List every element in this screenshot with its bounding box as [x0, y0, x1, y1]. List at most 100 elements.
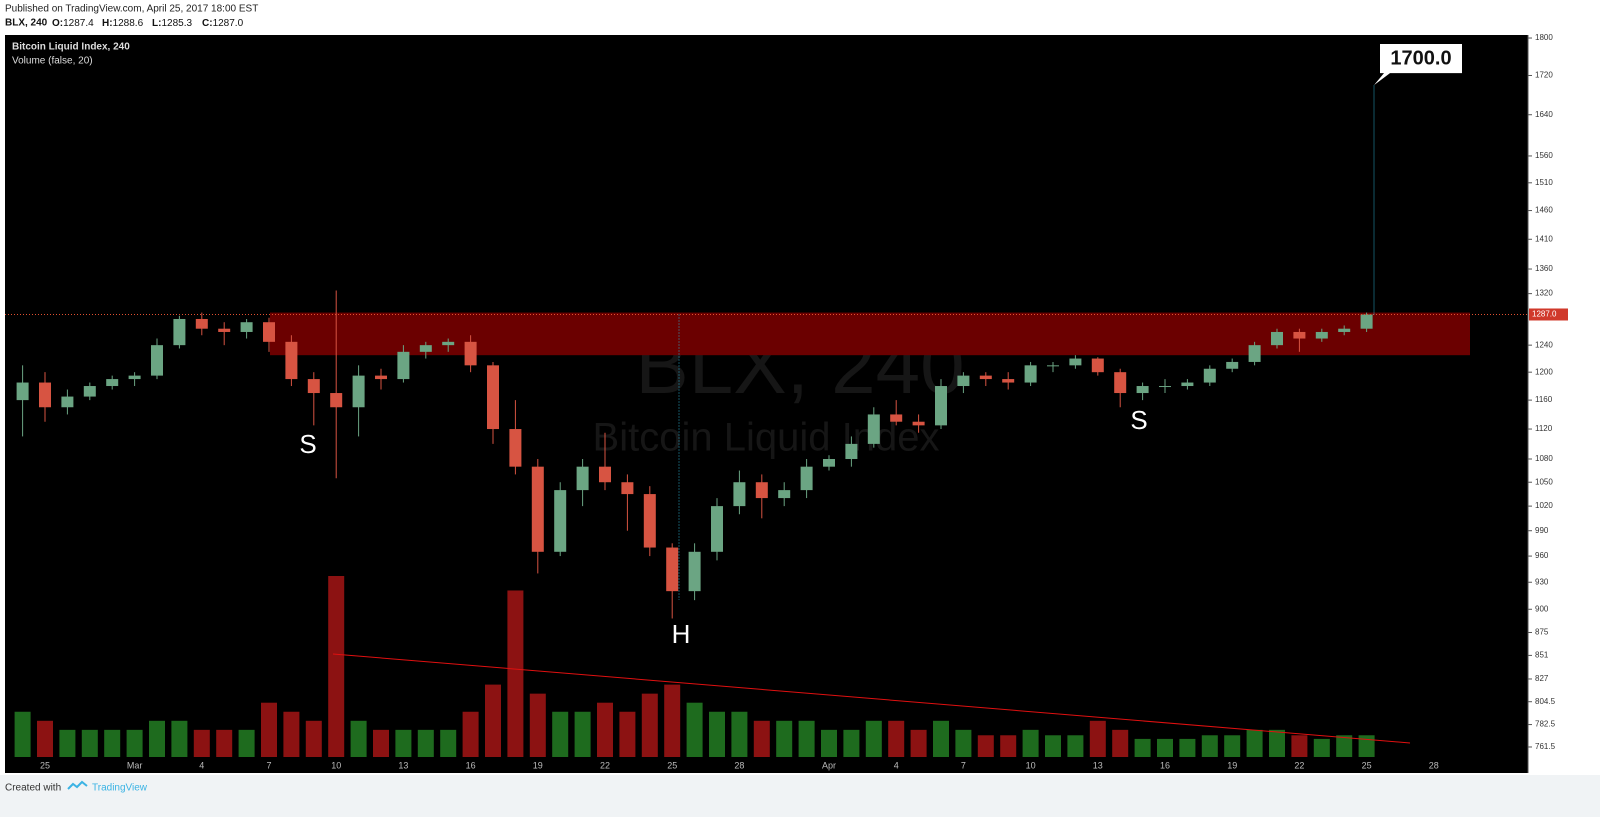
volume-bar	[1269, 729, 1285, 757]
y-tick-label: 1410	[1535, 234, 1553, 243]
candle-body	[1226, 361, 1239, 369]
y-tick-label: 1240	[1535, 340, 1553, 349]
volume-bar	[81, 729, 98, 757]
annotation: S	[299, 429, 316, 459]
volume-bar	[574, 711, 591, 757]
volume-bar	[821, 729, 837, 757]
volume-bar	[641, 693, 658, 757]
candle-body	[61, 396, 74, 408]
candle-body	[666, 547, 679, 592]
x-tick-label: 22	[600, 760, 610, 770]
candle-body	[979, 375, 992, 380]
candle-body	[957, 375, 970, 387]
volume-bar	[1201, 735, 1218, 757]
candle-body	[1136, 386, 1149, 394]
y-tick-label: 1460	[1535, 206, 1553, 215]
footer-brand[interactable]: TradingView	[92, 783, 148, 794]
ohlc-label: C:	[202, 18, 213, 29]
ohlc-value: 1287.4	[63, 18, 94, 29]
candle-body	[755, 482, 768, 499]
candle-body	[1248, 345, 1261, 362]
candle-body	[263, 322, 275, 342]
volume-bar	[1179, 738, 1196, 757]
candle-body	[531, 466, 544, 552]
candle-body	[912, 421, 925, 426]
price-axis	[1528, 35, 1568, 773]
plot: 1700.0	[5, 44, 1528, 757]
candle-body	[1315, 331, 1328, 339]
volume-bar	[305, 720, 322, 757]
y-tick-label: 1200	[1535, 367, 1553, 376]
volume-bar	[664, 684, 681, 757]
volume-bar	[1134, 738, 1151, 757]
last-price-box	[1529, 308, 1568, 321]
volume-bar	[1022, 729, 1039, 757]
volume-bar	[261, 702, 277, 757]
volume-bar	[843, 729, 860, 757]
y-tick-label: 1800	[1535, 33, 1553, 42]
candle-body	[285, 341, 298, 380]
y-tick-label: 1640	[1535, 110, 1553, 119]
target-callout	[1374, 44, 1462, 86]
candle-body	[397, 351, 410, 380]
y-tick-label: 875	[1535, 628, 1549, 637]
volume-trendline	[332, 653, 1411, 744]
volume-bar	[1067, 735, 1084, 757]
volume-bar	[709, 711, 725, 757]
y-tick-label: 761.5	[1535, 742, 1556, 751]
volume-bar	[193, 729, 210, 757]
watermark-name: Bitcoin Liquid Index	[593, 416, 940, 460]
last-price-label: 1287.0	[1532, 310, 1557, 319]
y-tick-label: 1720	[1535, 71, 1553, 80]
candle-body	[1024, 365, 1037, 383]
y-tick-label: 1160	[1535, 395, 1553, 404]
x-tick-label: 28	[1429, 760, 1439, 770]
candle-body	[464, 341, 477, 366]
volume-bar	[283, 711, 300, 757]
volume-bar	[14, 711, 31, 757]
candle-body	[935, 386, 947, 426]
volume-bar	[1000, 735, 1017, 757]
x-tick-label: 10	[1026, 760, 1036, 770]
candle-body	[733, 482, 746, 507]
volume-bar	[350, 720, 367, 757]
x-tick-label: 4	[199, 760, 204, 770]
volume-bar	[552, 711, 569, 757]
candle-body	[218, 328, 231, 332]
x-tick-label: 25	[667, 760, 677, 770]
candle-body	[509, 429, 522, 467]
x-tick-label: 19	[533, 760, 543, 770]
y-tick-label: 930	[1535, 577, 1549, 586]
y-tick-label: 1120	[1535, 424, 1553, 433]
x-tick-label: 16	[1160, 760, 1170, 770]
x-tick-label: 7	[266, 760, 271, 770]
candle-body	[307, 379, 320, 394]
candle-body	[151, 345, 163, 376]
y-tick-label: 900	[1535, 604, 1549, 613]
volume-bar	[597, 702, 613, 757]
y-tick-label: 782.5	[1535, 720, 1556, 729]
candle-body	[16, 382, 29, 401]
volume-bar	[149, 720, 165, 757]
candle-body	[352, 375, 365, 408]
candle-body	[1338, 328, 1351, 332]
candle-body	[711, 506, 723, 552]
volume-bar	[59, 729, 76, 757]
volume-bar	[1291, 735, 1308, 757]
candle-body	[1091, 358, 1104, 373]
candle-body	[83, 386, 96, 397]
x-tick-label: 22	[1294, 760, 1304, 770]
candle-body	[890, 414, 903, 422]
ohlc-item: L:1285.3	[152, 18, 192, 29]
y-tick-label: 804.5	[1535, 697, 1556, 706]
volume-bar	[1246, 729, 1263, 757]
candle-body	[1271, 331, 1283, 346]
volume-bar	[395, 729, 412, 757]
volume-bar	[417, 729, 434, 757]
volume-bar	[731, 711, 748, 757]
target-label: 1700.0	[1390, 47, 1451, 69]
annotation: H	[672, 619, 691, 649]
x-tick-label: Apr	[822, 760, 836, 770]
x-tick-label: 16	[466, 760, 476, 770]
